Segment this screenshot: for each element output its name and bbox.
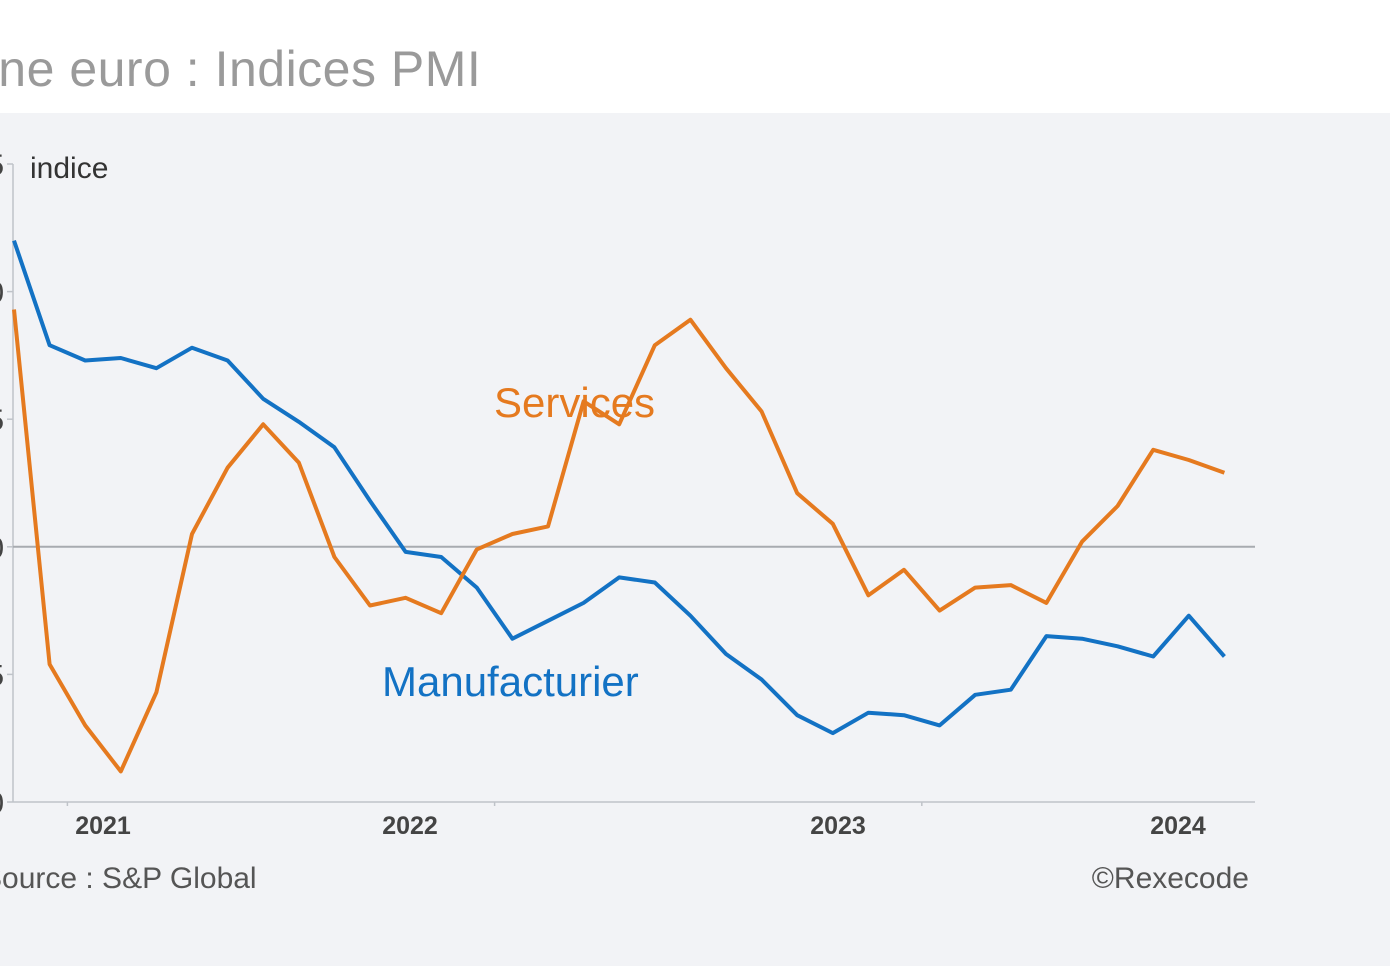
year-label-2024: 2024	[1150, 812, 1206, 840]
y-tick-label: 5	[0, 149, 4, 182]
y-tick-label: 5	[0, 404, 4, 437]
chart-title: one euro : Indices PMI	[0, 41, 482, 97]
y-tick-label: 0	[0, 277, 4, 310]
year-label-2023: 2023	[810, 812, 866, 840]
series-label-manufacturier: Manufacturier	[382, 658, 639, 705]
y-tick-label: 0	[0, 787, 4, 820]
y-tick-label: 5	[0, 659, 4, 692]
pmi-line-chart: 5 0 5 0 5 0 indice 2021 2022 2023 2024 Manufacturie…	[0, 149, 1255, 840]
year-label-2021: 2021	[75, 812, 131, 840]
source-note: Source : S&P Global	[0, 862, 257, 895]
copyright-note: ©Rexecode	[1091, 862, 1249, 895]
year-label-2022: 2022	[382, 812, 438, 840]
series-label-services: Services	[494, 379, 655, 426]
y-axis-label: indice	[30, 152, 108, 185]
title-band: one euro : Indices PMI	[0, 0, 1390, 113]
y-tick-label: 0	[0, 532, 4, 565]
series-line-manufacturier	[12, 239, 1226, 736]
series-line-services	[12, 309, 1226, 774]
